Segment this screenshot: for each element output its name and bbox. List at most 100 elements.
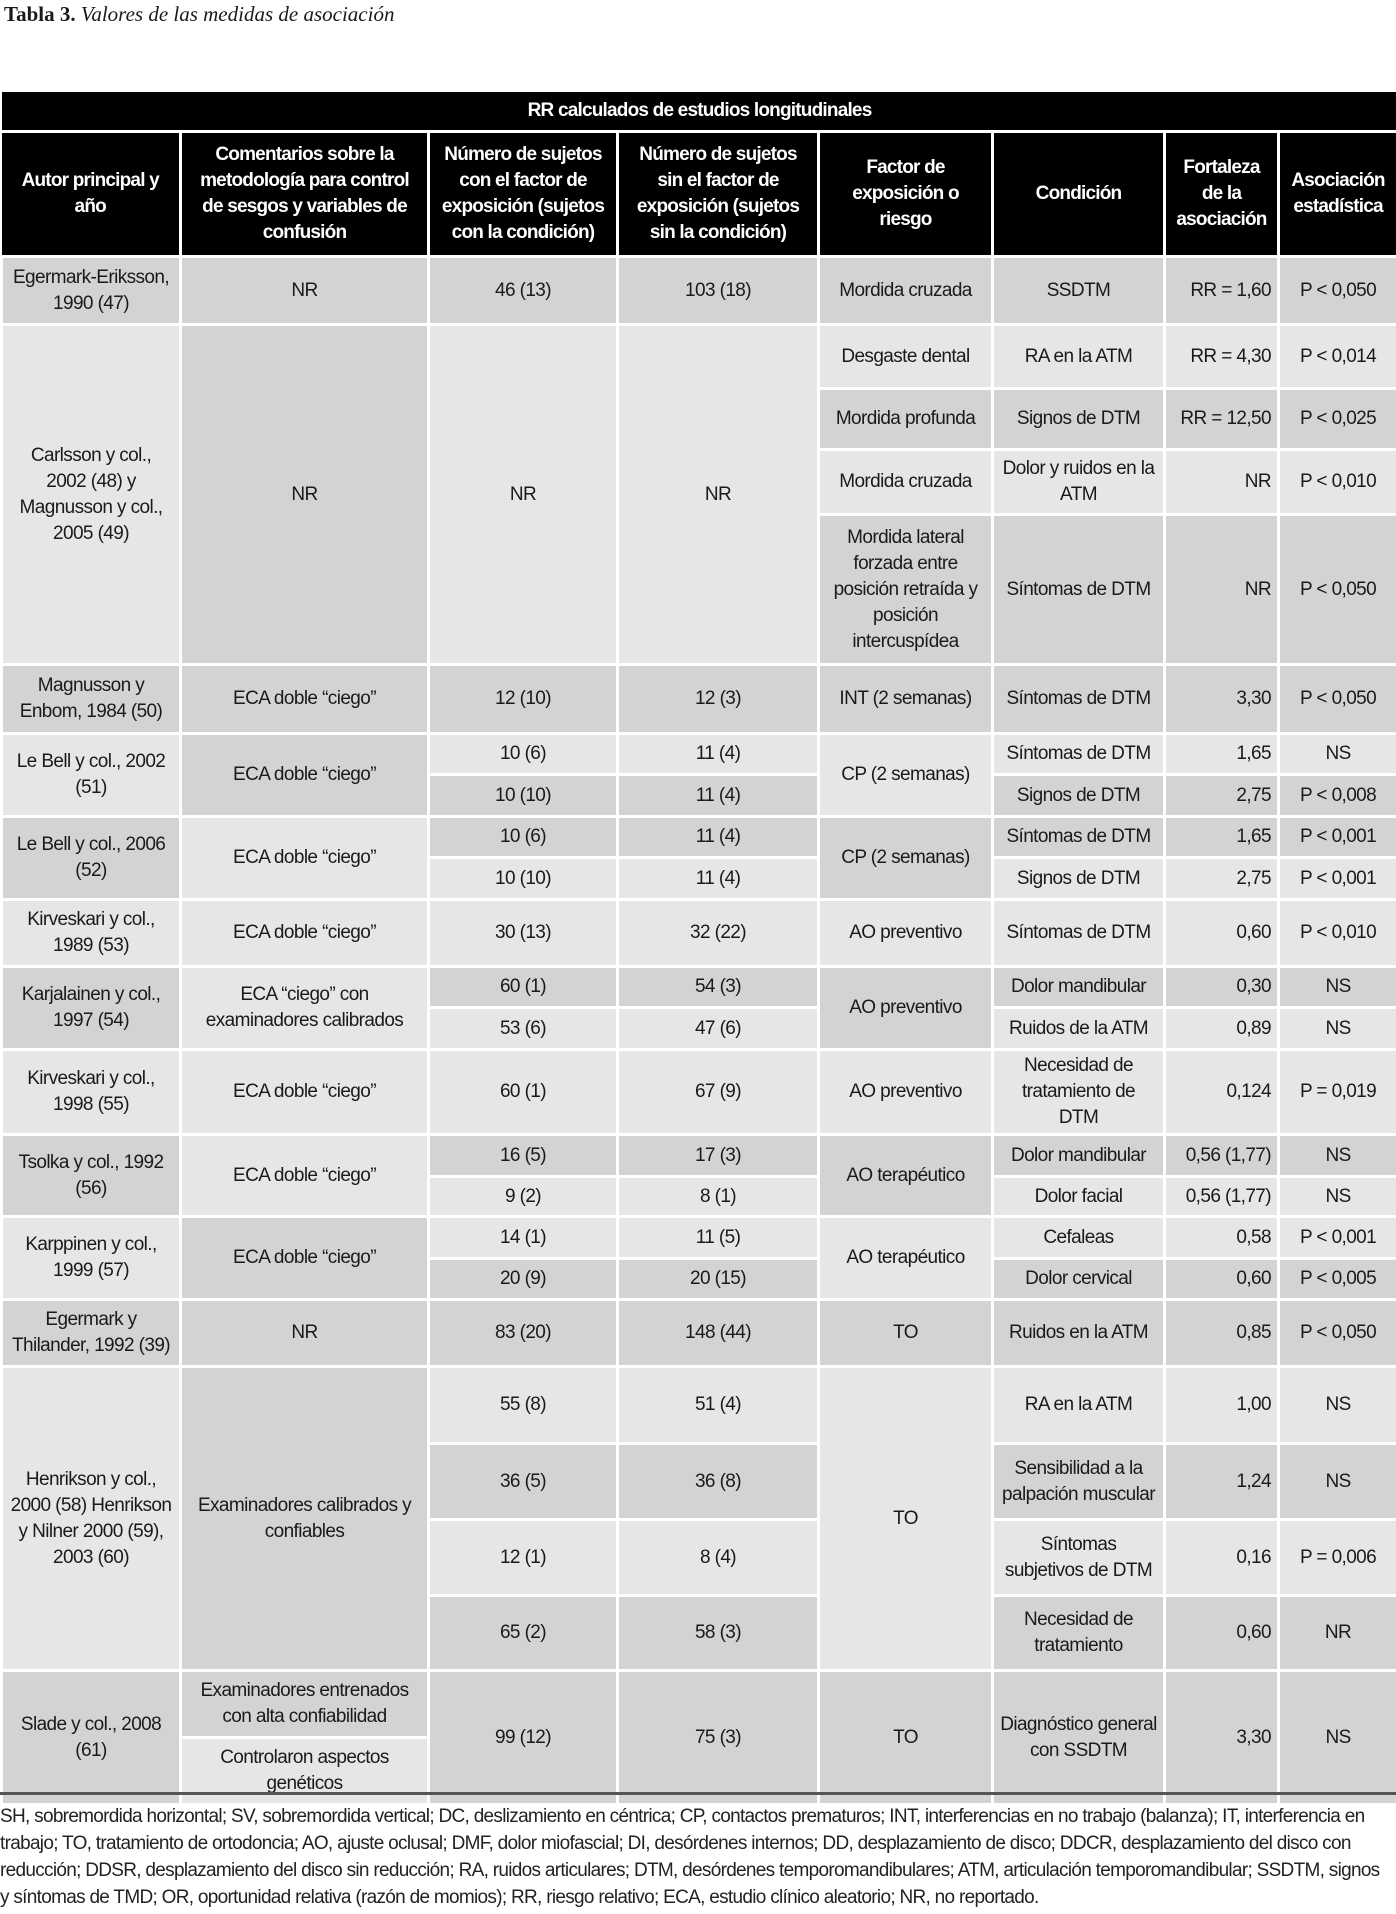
cell-n-exposed: 10 (10) (427, 773, 619, 818)
cell-association-strength: 0,124 (1163, 1048, 1280, 1136)
cell-condition: Ruidos en la ATM (991, 1298, 1166, 1368)
cell-exposure-factor: AO preventivo (817, 1048, 994, 1136)
cell-author: Tsolka y col., 1992 (56) (0, 1133, 182, 1218)
cell-comments: ECA doble “ciego” (179, 663, 430, 735)
cell-association-strength: RR = 4,30 (1163, 323, 1280, 390)
cell-n-exposed: 60 (1) (427, 965, 619, 1009)
cell-condition: Dolor facial (991, 1175, 1166, 1218)
table-row: 9 (2) 8 (1) Dolor facial 0,56 (1,77) NS (2, 1175, 1396, 1218)
cell-exposure-factor: Desgaste dental (817, 323, 994, 390)
cell-exposure-factor: Mordida lateral forzada entre posición r… (817, 513, 994, 666)
cell-exposure-factor: AO terapéutico (817, 1133, 994, 1218)
cell-comments: NR (179, 323, 430, 666)
footnote-line: trabajo; TO, tratamiento de ortodoncia; … (0, 1833, 1351, 1854)
cell-exposure-factor: CP (2 semanas) (817, 815, 994, 901)
cell-condition: Síntomas de DTM (991, 513, 1166, 666)
cell-comments: NR (179, 1298, 430, 1368)
cell-statistical-association: P < 0,050 (1276, 1298, 1396, 1368)
cell-exposure-factor: Mordida profunda (817, 387, 994, 451)
cell-exposure-factor: TO (817, 1669, 994, 1806)
cell-condition: Dolor cervical (991, 1257, 1166, 1301)
cell-n-exposed: 30 (13) (427, 898, 619, 968)
cell-association-strength: 0,56 (1,77) (1163, 1175, 1280, 1218)
table-row: Mordida lateral forzada entre posición r… (2, 513, 1396, 666)
cell-comments: ECA doble “ciego” (179, 732, 430, 818)
table-row: Mordida cruzada Dolor y ruidos en la ATM N… (2, 448, 1396, 516)
cell-statistical-association: NS (1276, 1133, 1396, 1178)
cell-statistical-association: NS (1276, 1175, 1396, 1218)
cell-author: Egermark y Thilander, 1992 (39) (0, 1298, 182, 1368)
cell-statistical-association: P < 0,005 (1276, 1257, 1396, 1301)
table-row: 53 (6) 47 (6) Ruidos de la ATM 0,89 NS (2, 1006, 1396, 1051)
cell-condition: Signos de DTM (991, 856, 1166, 901)
cell-exposure-factor: TO (817, 1365, 994, 1672)
cell-condition: Diagnóstico general con SSDTM (991, 1669, 1166, 1806)
cell-association-strength: RR = 12,50 (1163, 387, 1280, 451)
cell-condition: RA en la ATM (991, 1365, 1166, 1445)
cell-n-exposed: 14 (1) (427, 1215, 619, 1260)
table-row: Karjalainen y col., 1997 (54) ECA “ciego”… (0, 965, 1396, 1051)
cell-comments: ECA doble “ciego” (179, 898, 430, 968)
cell-author: Karppinen y col., 1999 (57) (0, 1215, 182, 1301)
cell-association-strength: 3,30 (1163, 1669, 1280, 1806)
cell-statistical-association: P < 0,050 (1276, 663, 1396, 735)
table-title-text: Valores de las medidas de asociación (80, 2, 395, 26)
cell-statistical-association: NR (1276, 1594, 1396, 1672)
cell-condition: Síntomas de DTM (991, 898, 1166, 968)
cell-condition: Síntomas de DTM (991, 815, 1166, 859)
cell-association-strength: 0,16 (1163, 1518, 1280, 1597)
cell-condition: RA en la ATM (991, 323, 1166, 390)
table-row: 20 (9) 20 (15) Dolor cervical 0,60 P < 0,005 (2, 1257, 1396, 1301)
cell-statistical-association: P < 0,014 (1276, 323, 1396, 390)
cell-n-exposed: 10 (6) (427, 732, 619, 776)
cell-statistical-association: P < 0,010 (1276, 448, 1396, 516)
cell-exposure-factor: AO preventivo (817, 965, 994, 1051)
table-title: Tabla 3. Valores de las medidas de asoci… (4, 2, 394, 27)
cell-n-exposed: 12 (1) (427, 1518, 619, 1597)
table-number: Tabla 3. (4, 2, 76, 26)
cell-n-unexposed: NR (616, 323, 820, 666)
cell-statistical-association: P < 0,010 (1276, 898, 1396, 968)
table-row: Le Bell y col., 2002 (51) ECA doble “cieg… (0, 732, 1396, 818)
cell-n-unexposed: 17 (3) (616, 1133, 820, 1178)
table-row: Carlsson y col., 2002 (48) y Magnusson y… (0, 323, 1396, 666)
cell-association-strength: 1,65 (1163, 732, 1280, 776)
cell-comments: ECA doble “ciego” (179, 815, 430, 901)
cell-comments: NR (179, 255, 430, 326)
cell-n-unexposed: 8 (4) (616, 1518, 820, 1597)
cell-author: Karjalainen y col., 1997 (54) (0, 965, 182, 1051)
cell-n-exposed: 10 (10) (427, 856, 619, 901)
cell-comments: ECA doble “ciego” (179, 1048, 430, 1136)
cell-association-strength: 1,24 (1163, 1442, 1280, 1521)
table-row: Henrikson y col., 2000 (58) Henrikson y … (0, 1365, 1396, 1672)
footnote-line: reducción; DDSR, desplazamiento del disc… (0, 1860, 1380, 1881)
cell-association-strength: 0,30 (1163, 965, 1280, 1009)
table-row: Kirveskari y col., 1998 (55) ECA doble “c… (0, 1048, 1396, 1136)
cell-author: Henrikson y col., 2000 (58) Henrikson y … (0, 1365, 182, 1672)
cell-author: Kirveskari y col., 1989 (53) (0, 898, 182, 968)
cell-n-exposed: 16 (5) (427, 1133, 619, 1178)
cell-exposure-factor: AO terapéutico (817, 1215, 994, 1301)
cell-condition: Síntomas de DTM (991, 732, 1166, 776)
cell-n-unexposed: 67 (9) (616, 1048, 820, 1136)
cell-n-unexposed: 8 (1) (616, 1175, 820, 1218)
footnote-line: y síntomas de TMD; OR, oportunidad relat… (0, 1887, 1039, 1908)
cell-statistical-association: NS (1276, 965, 1396, 1009)
cell-statistical-association: P < 0,001 (1276, 815, 1396, 859)
cell-exposure-factor: AO preventivo (817, 898, 994, 968)
table-row: 36 (5) 36 (8) Sensibilidad a la palpación … (2, 1442, 1396, 1521)
cell-association-strength: 1,65 (1163, 815, 1280, 859)
cell-n-unexposed: 11 (5) (616, 1215, 820, 1260)
cell-condition: Necesidad de tratamiento de DTM (991, 1048, 1166, 1136)
cell-author: Carlsson y col., 2002 (48) y Magnusson y… (0, 323, 182, 666)
cell-exposure-factor: Mordida cruzada (817, 255, 994, 326)
cell-n-exposed: 99 (12) (427, 1669, 619, 1806)
cell-n-exposed: 60 (1) (427, 1048, 619, 1136)
cell-statistical-association: P < 0,050 (1276, 513, 1396, 666)
cell-association-strength: 0,89 (1163, 1006, 1280, 1051)
table-row: Magnusson y Enbom, 1984 (50) ECA doble “c… (0, 663, 1396, 735)
cell-n-exposed: 65 (2) (427, 1594, 619, 1672)
table-row: Mordida profunda Signos de DTM RR = 12,50 P… (2, 387, 1396, 451)
cell-association-strength: 0,60 (1163, 1257, 1280, 1301)
cell-statistical-association: NS (1276, 1442, 1396, 1521)
